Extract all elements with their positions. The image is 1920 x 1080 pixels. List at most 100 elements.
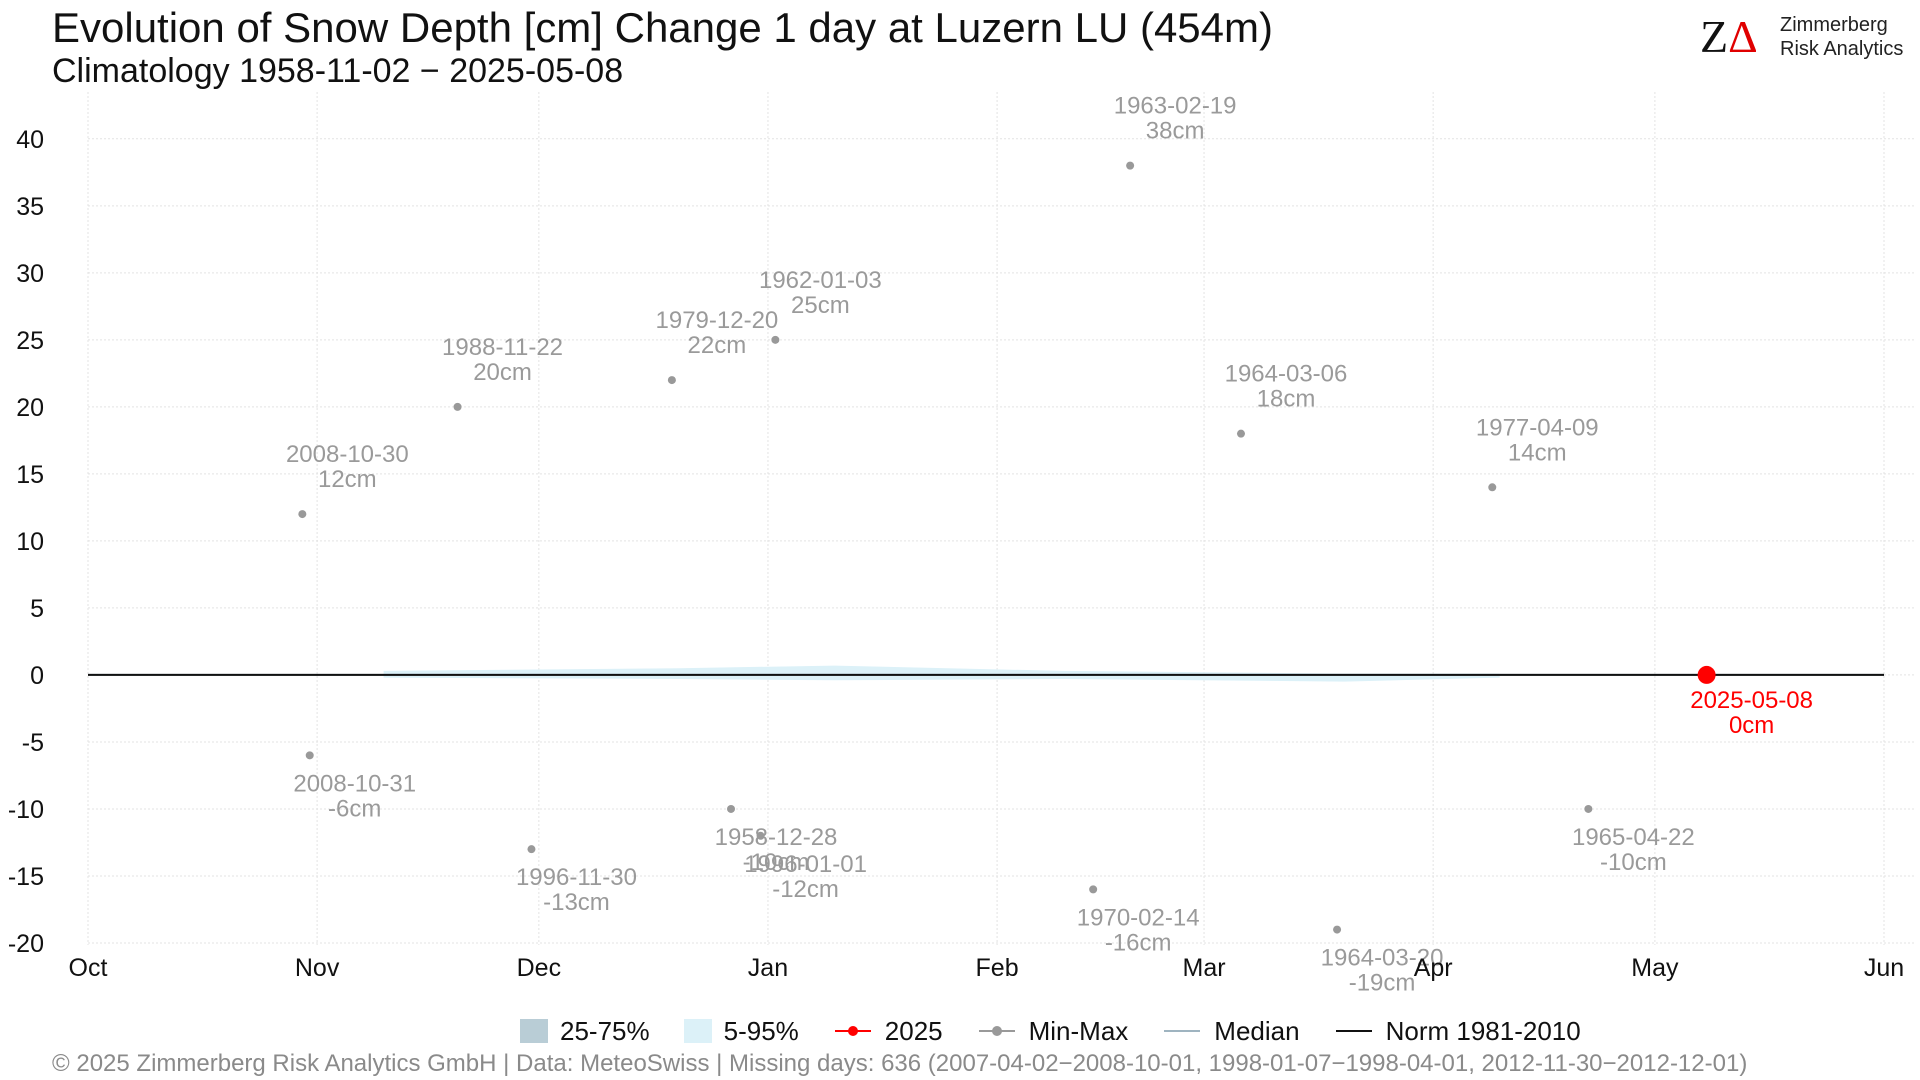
extreme-date-label: 1964-03-20 <box>1321 945 1444 972</box>
current-point <box>1697 665 1716 684</box>
extreme-date-label: 1996-11-30 <box>516 864 637 891</box>
y-tick-label: 40 <box>16 126 44 154</box>
logo-name-line1: Zimmerberg <box>1780 14 1888 36</box>
extreme-date-label: 2008-10-31 <box>293 770 416 797</box>
extreme-point <box>1584 804 1593 813</box>
percentile-bands <box>383 665 1500 682</box>
logo-delta-glyph: Δ <box>1728 12 1758 62</box>
extreme-date-label: 1979-12-20 <box>656 307 779 334</box>
extreme-point <box>1488 483 1497 492</box>
x-tick-label: Dec <box>517 954 561 982</box>
logo-name-line2: Risk Analytics <box>1780 38 1904 60</box>
y-tick-label: -20 <box>8 930 44 958</box>
extreme-value-label: 20cm <box>473 359 532 386</box>
extreme-value-label: 14cm <box>1508 439 1567 466</box>
extreme-value-label: -12cm <box>772 876 839 903</box>
y-tick-label: 10 <box>16 528 44 556</box>
legend-label: Norm 1981-2010 <box>1385 1015 1581 1046</box>
extreme-point <box>771 335 780 344</box>
extreme-point <box>305 751 314 760</box>
legend-item: 25-75% <box>520 1016 650 1047</box>
band-5-95 <box>383 665 1500 682</box>
x-tick-label: May <box>1631 954 1679 982</box>
y-tick-label: -10 <box>8 796 44 824</box>
extreme-point <box>1126 161 1135 170</box>
legend-item: Median <box>1162 1015 1300 1047</box>
extreme-point <box>667 376 676 385</box>
legend-swatch <box>520 1019 548 1043</box>
x-tick-label: Jun <box>1864 954 1904 982</box>
y-tick-label: 20 <box>16 394 44 422</box>
current-point-value-label: 0cm <box>1729 712 1774 739</box>
y-tick-label: 0 <box>30 662 44 690</box>
legend-label: 5-95% <box>723 1015 799 1046</box>
extreme-value-label: 25cm <box>791 292 850 319</box>
x-tick-label: Feb <box>976 954 1019 982</box>
legend-item: 2025 <box>833 1016 943 1047</box>
extreme-date-label: 1964-03-06 <box>1225 361 1348 388</box>
y-tick-label: 15 <box>16 461 44 489</box>
extreme-value-label: -10cm <box>743 849 810 876</box>
extreme-value-label: 38cm <box>1146 118 1205 145</box>
legend-label: Median <box>1214 1015 1300 1046</box>
extreme-date-label: 1963-02-19 <box>1114 93 1237 120</box>
extreme-value-label: 22cm <box>688 332 747 359</box>
legend-swatch <box>834 1026 871 1036</box>
logo-z-glyph: Z <box>1700 12 1728 62</box>
x-tick-label: Mar <box>1183 954 1226 982</box>
legend-swatch <box>978 1026 1015 1036</box>
chart-title: Evolution of Snow Depth [cm] Change 1 da… <box>52 4 1273 51</box>
extreme-point <box>727 804 736 813</box>
extreme-point <box>1236 429 1245 438</box>
legend-item: 5-95% <box>683 1015 799 1047</box>
x-tick-label: Oct <box>69 954 108 982</box>
legend-item: Min-Max <box>977 1015 1129 1047</box>
extreme-point <box>527 845 536 854</box>
legend-swatch <box>683 1019 712 1043</box>
legend-label: Min-Max <box>1028 1015 1129 1046</box>
extreme-value-label: -16cm <box>1105 929 1172 956</box>
extreme-date-label: 2008-10-30 <box>286 441 409 468</box>
legend-label: 25-75% <box>560 1015 650 1046</box>
current-point-date-label: 2025-05-08 <box>1690 687 1813 714</box>
legend-item: Norm 1981-2010 <box>1334 1016 1581 1047</box>
brand-logo: ZΔ <box>1700 12 1758 62</box>
logo-mark: ZΔ <box>1700 12 1758 62</box>
extreme-point <box>298 510 307 519</box>
extreme-date-label: 1958-12-28 <box>715 824 838 851</box>
extreme-point <box>756 831 765 840</box>
extreme-point <box>1333 925 1342 934</box>
y-tick-label: -15 <box>8 863 44 891</box>
y-tick-label: -5 <box>22 729 44 757</box>
legend: 25-75% 5-95% 2025 Min-Max Median Norm 1981-20… <box>520 1014 1615 1048</box>
extreme-value-label: -10cm <box>1600 849 1667 876</box>
extreme-date-label: 1988-11-22 <box>442 334 563 361</box>
extreme-date-label: 1977-04-09 <box>1476 414 1599 441</box>
extreme-date-label: 1970-02-14 <box>1077 904 1200 931</box>
extreme-date-label: 1965-04-22 <box>1572 824 1695 851</box>
source-caption: © 2025 Zimmerberg Risk Analytics GmbH | … <box>52 1050 1748 1077</box>
y-tick-label: 35 <box>16 193 44 221</box>
extreme-date-label: 1996-01-01 <box>744 851 867 878</box>
y-tick-label: 30 <box>16 260 44 288</box>
y-tick-label: 5 <box>30 595 44 623</box>
extreme-value-label: 18cm <box>1257 386 1316 413</box>
y-tick-label: 25 <box>16 327 44 355</box>
extreme-value-label: -6cm <box>328 795 381 822</box>
axis-labels: -20 -15 -10 -5 0 5 10 15 20 25 30 35 40 Oct Nov Dec Jan F… <box>8 126 1904 982</box>
x-tick-label: Nov <box>295 954 340 982</box>
extreme-date-label: 1962-01-03 <box>759 267 882 294</box>
legend-label: 2025 <box>884 1015 943 1046</box>
extreme-value-label: -19cm <box>1349 970 1416 997</box>
extreme-value-label: -13cm <box>543 889 610 916</box>
x-tick-label: Apr <box>1414 954 1453 982</box>
legend-swatch <box>1335 1030 1372 1032</box>
chart-subtitle: Climatology 1958-11-02 − 2025-05-08 <box>52 52 624 90</box>
x-tick-label: Jan <box>748 954 788 982</box>
extreme-point <box>453 402 462 411</box>
legend-swatch <box>1164 1030 1201 1032</box>
extreme-value-label: 12cm <box>318 466 377 493</box>
